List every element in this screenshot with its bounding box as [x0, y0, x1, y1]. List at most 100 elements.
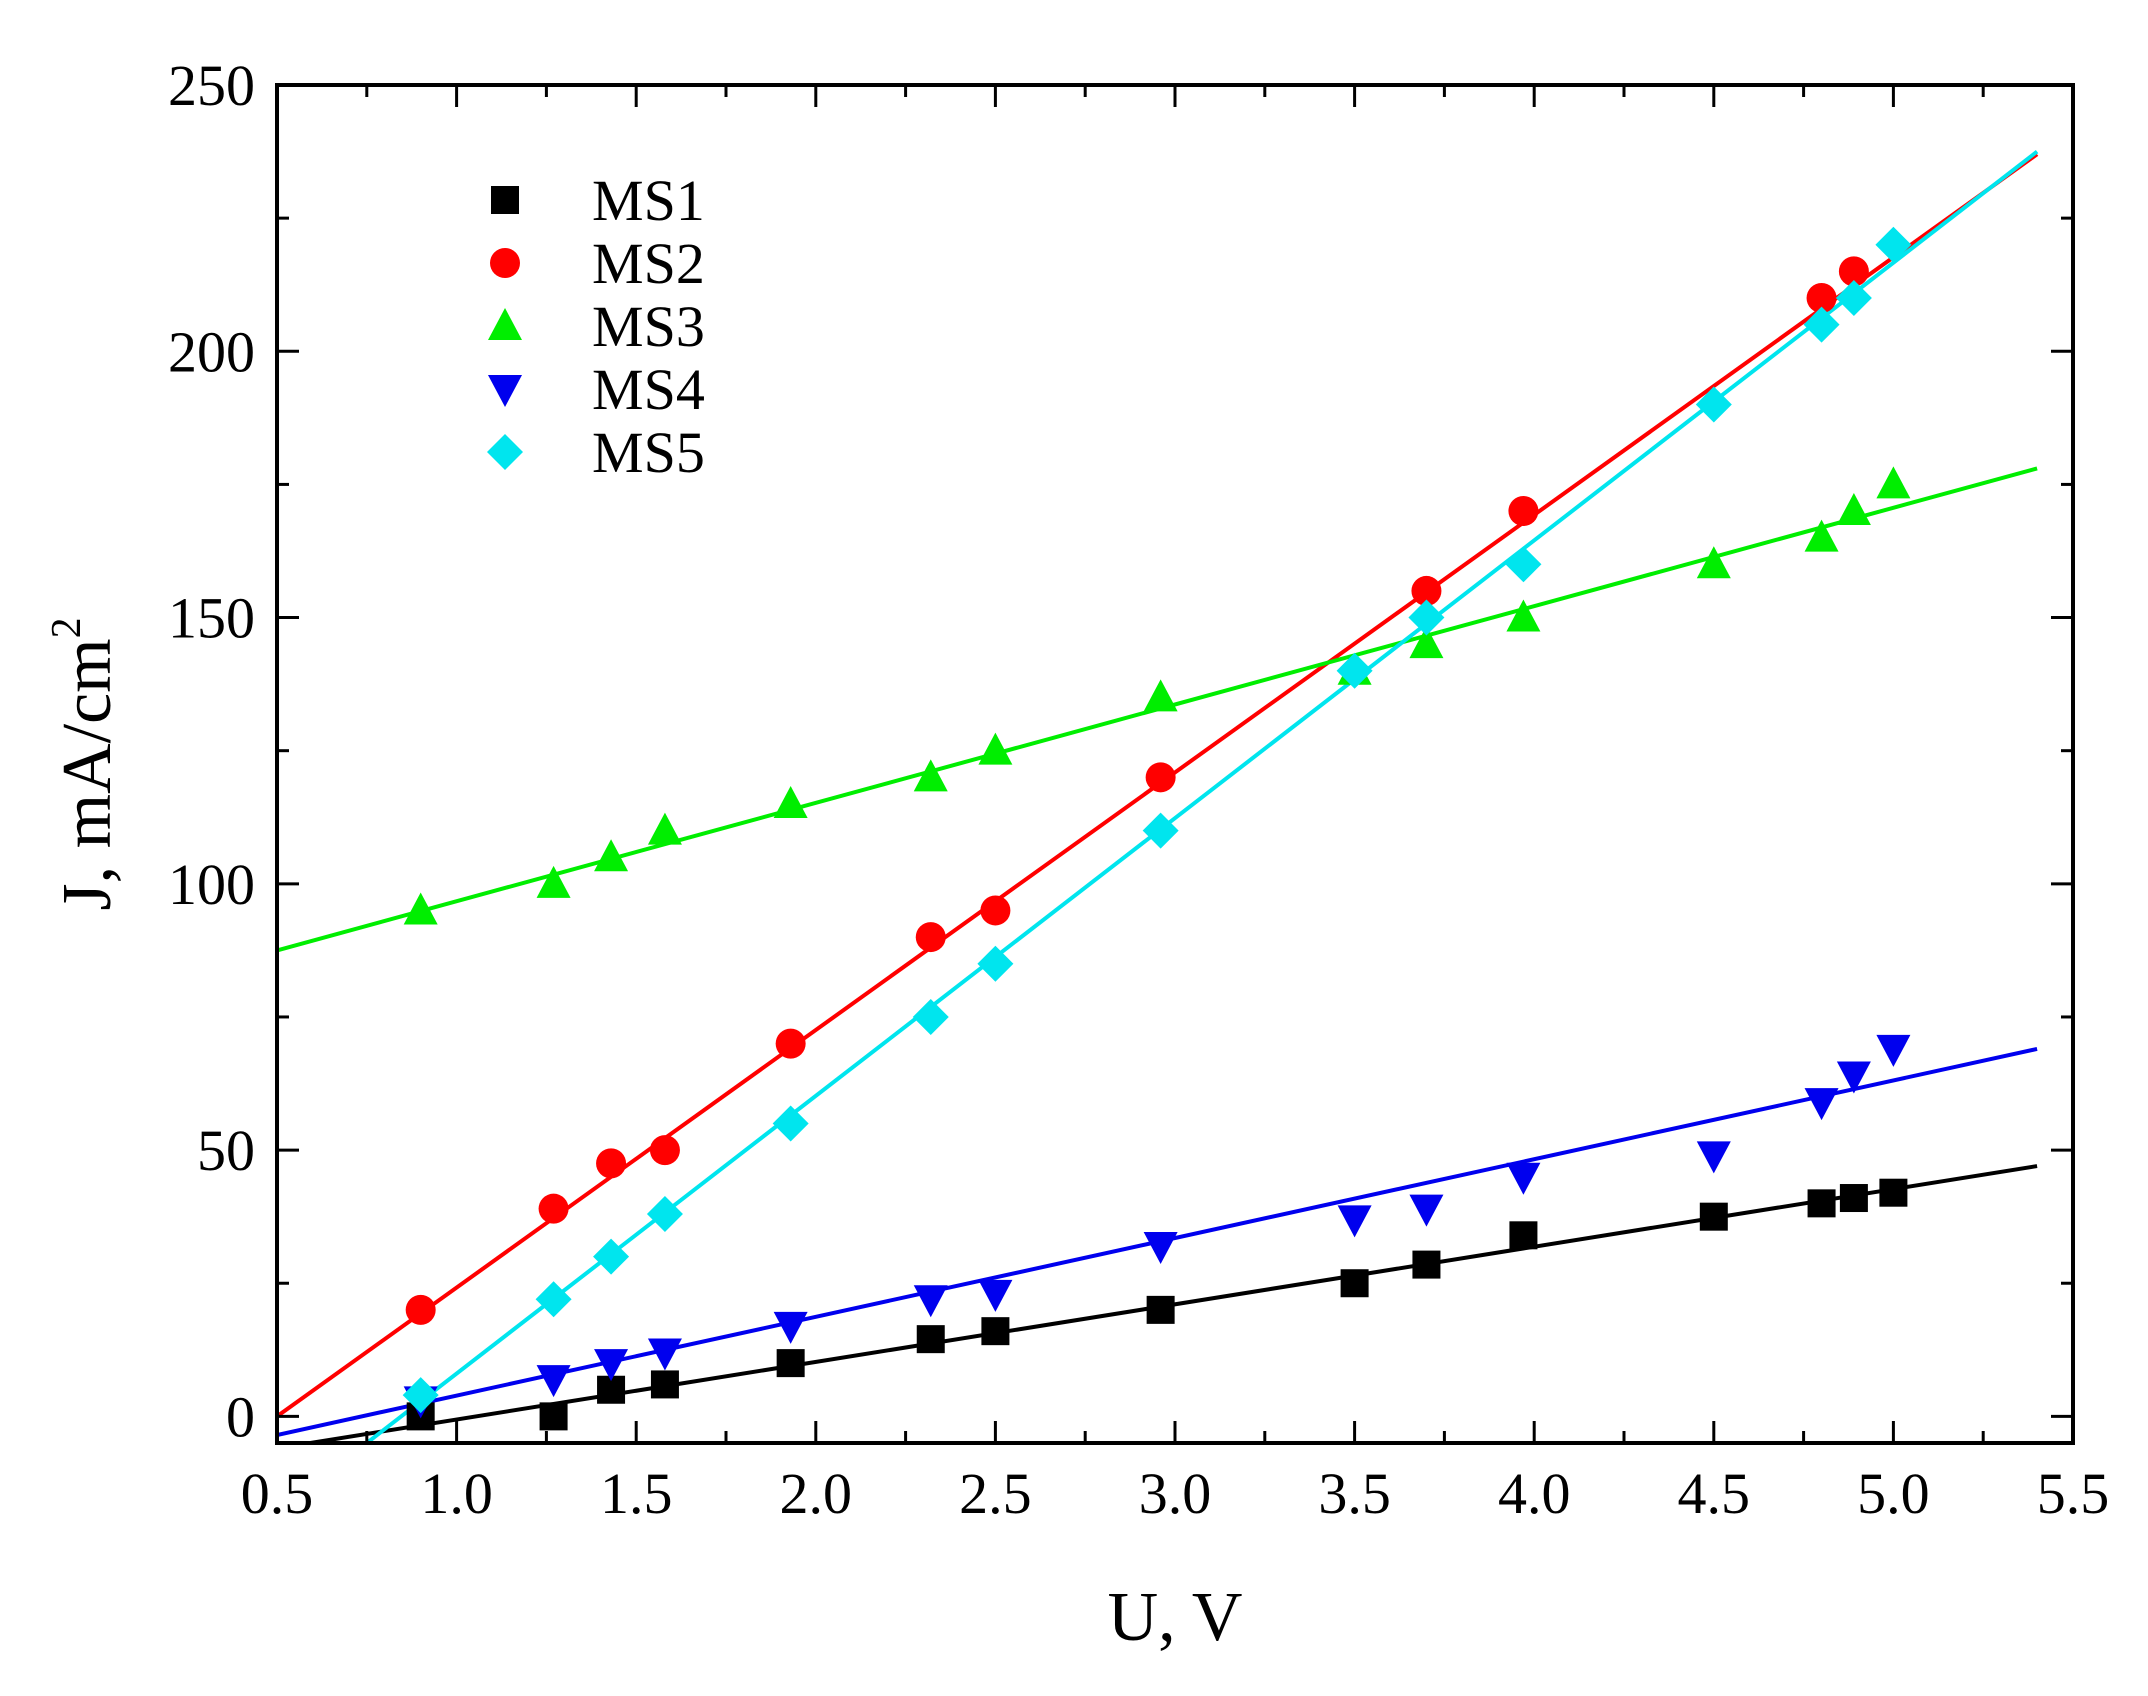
point-ms1 — [1146, 1295, 1175, 1324]
point-ms3 — [403, 892, 438, 925]
y-tick-label: 150 — [168, 586, 255, 651]
point-ms2 — [915, 922, 946, 953]
point-ms2 — [1411, 575, 1442, 606]
point-ms2 — [405, 1294, 436, 1325]
point-ms5 — [912, 998, 949, 1035]
x-tick-label: 4.5 — [1678, 1461, 1751, 1526]
point-ms5 — [1875, 226, 1912, 263]
point-ms5 — [1408, 599, 1445, 636]
point-ms3 — [1696, 546, 1731, 579]
x-tick-label: 2.5 — [959, 1461, 1032, 1526]
legend-marker-ms2 — [490, 248, 520, 278]
point-ms3 — [773, 785, 808, 818]
point-ms3 — [1876, 466, 1911, 499]
point-ms3 — [913, 759, 948, 792]
point-ms2 — [1806, 283, 1837, 314]
point-ms5 — [1142, 812, 1179, 849]
point-ms5 — [1695, 386, 1732, 423]
x-tick-label: 3.0 — [1139, 1461, 1212, 1526]
series-ms4 — [403, 1034, 1911, 1419]
point-ms5 — [1505, 546, 1542, 583]
point-ms4 — [647, 1338, 682, 1371]
point-ms4 — [1337, 1205, 1372, 1238]
point-ms5 — [772, 1105, 809, 1142]
plot-frame — [275, 83, 2075, 1445]
y-tick-label: 50 — [197, 1118, 255, 1183]
x-tick-label: 4.0 — [1498, 1461, 1571, 1526]
legend-label-ms5: MS5 — [592, 420, 705, 485]
point-ms5 — [402, 1377, 439, 1414]
legend-label-ms2: MS2 — [592, 231, 705, 296]
series-ms3 — [403, 466, 1911, 925]
point-ms4 — [594, 1349, 629, 1382]
x-tick-label: 1.5 — [600, 1461, 673, 1526]
y-axis-title-superscript: 2 — [44, 617, 90, 638]
point-ms4 — [978, 1279, 1013, 1312]
y-tick-label: 200 — [168, 319, 255, 384]
point-ms1 — [1509, 1221, 1538, 1250]
point-ms5 — [535, 1281, 572, 1318]
x-tick-label: 2.0 — [780, 1461, 853, 1526]
legend-marker-ms5 — [487, 434, 523, 470]
point-ms3 — [647, 812, 682, 845]
x-tick-label: 0.5 — [241, 1461, 314, 1526]
point-ms2 — [596, 1148, 627, 1179]
point-ms5 — [1336, 652, 1373, 689]
point-ms3 — [1804, 519, 1839, 552]
point-ms1 — [1340, 1269, 1369, 1298]
point-ms2 — [1508, 496, 1539, 527]
y-axis-title: J, mA/cm2 — [44, 617, 126, 910]
point-ms5 — [593, 1238, 630, 1275]
point-ms3 — [536, 865, 571, 898]
point-ms4 — [1876, 1034, 1911, 1067]
point-ms4 — [1506, 1162, 1541, 1195]
point-ms2 — [649, 1135, 680, 1166]
point-ms3 — [1506, 599, 1541, 632]
series-ms2 — [405, 256, 1869, 1325]
point-ms2 — [1145, 762, 1176, 793]
x-tick-label: 5.0 — [1857, 1461, 1930, 1526]
point-ms3 — [1836, 493, 1871, 526]
point-ms1 — [1879, 1178, 1908, 1207]
point-ms3 — [1409, 626, 1444, 659]
x-tick-label: 3.5 — [1318, 1461, 1391, 1526]
y-axis-title-base: J, mA/cm — [49, 638, 126, 910]
point-ms5 — [1835, 280, 1872, 317]
legend-label-ms4: MS4 — [592, 357, 705, 422]
x-axis-title: U, V — [1108, 1579, 1243, 1656]
point-ms5 — [977, 945, 1014, 982]
point-ms1 — [1839, 1184, 1868, 1213]
point-ms4 — [913, 1285, 948, 1318]
point-ms1 — [1807, 1189, 1836, 1218]
point-ms1 — [539, 1402, 568, 1431]
point-ms1 — [776, 1349, 805, 1378]
point-ms5 — [646, 1196, 683, 1233]
point-ms1 — [916, 1325, 945, 1354]
legend-label-ms1: MS1 — [592, 168, 705, 233]
legend-label-ms3: MS3 — [592, 294, 705, 359]
point-ms1 — [650, 1370, 679, 1399]
point-ms2 — [775, 1028, 806, 1059]
point-ms4 — [773, 1311, 808, 1344]
point-ms2 — [980, 895, 1011, 926]
point-ms4 — [1804, 1088, 1839, 1121]
x-tick-label: 1.0 — [420, 1461, 493, 1526]
point-ms3 — [594, 839, 629, 872]
point-ms4 — [536, 1365, 571, 1398]
series-ms1 — [406, 1178, 1908, 1431]
point-ms4 — [1409, 1194, 1444, 1227]
point-ms3 — [978, 732, 1013, 765]
point-ms4 — [1143, 1231, 1178, 1264]
point-ms2 — [1838, 256, 1869, 287]
legend-marker-ms1 — [491, 186, 519, 214]
point-ms5 — [1803, 306, 1840, 343]
point-ms4 — [1696, 1141, 1731, 1174]
point-ms1 — [981, 1317, 1010, 1346]
data-markers — [402, 226, 1912, 1431]
y-tick-label: 100 — [168, 852, 255, 917]
y-tick-label: 0 — [226, 1384, 255, 1449]
fit-line-ms5 — [365, 149, 2039, 1443]
point-ms2 — [538, 1193, 569, 1224]
